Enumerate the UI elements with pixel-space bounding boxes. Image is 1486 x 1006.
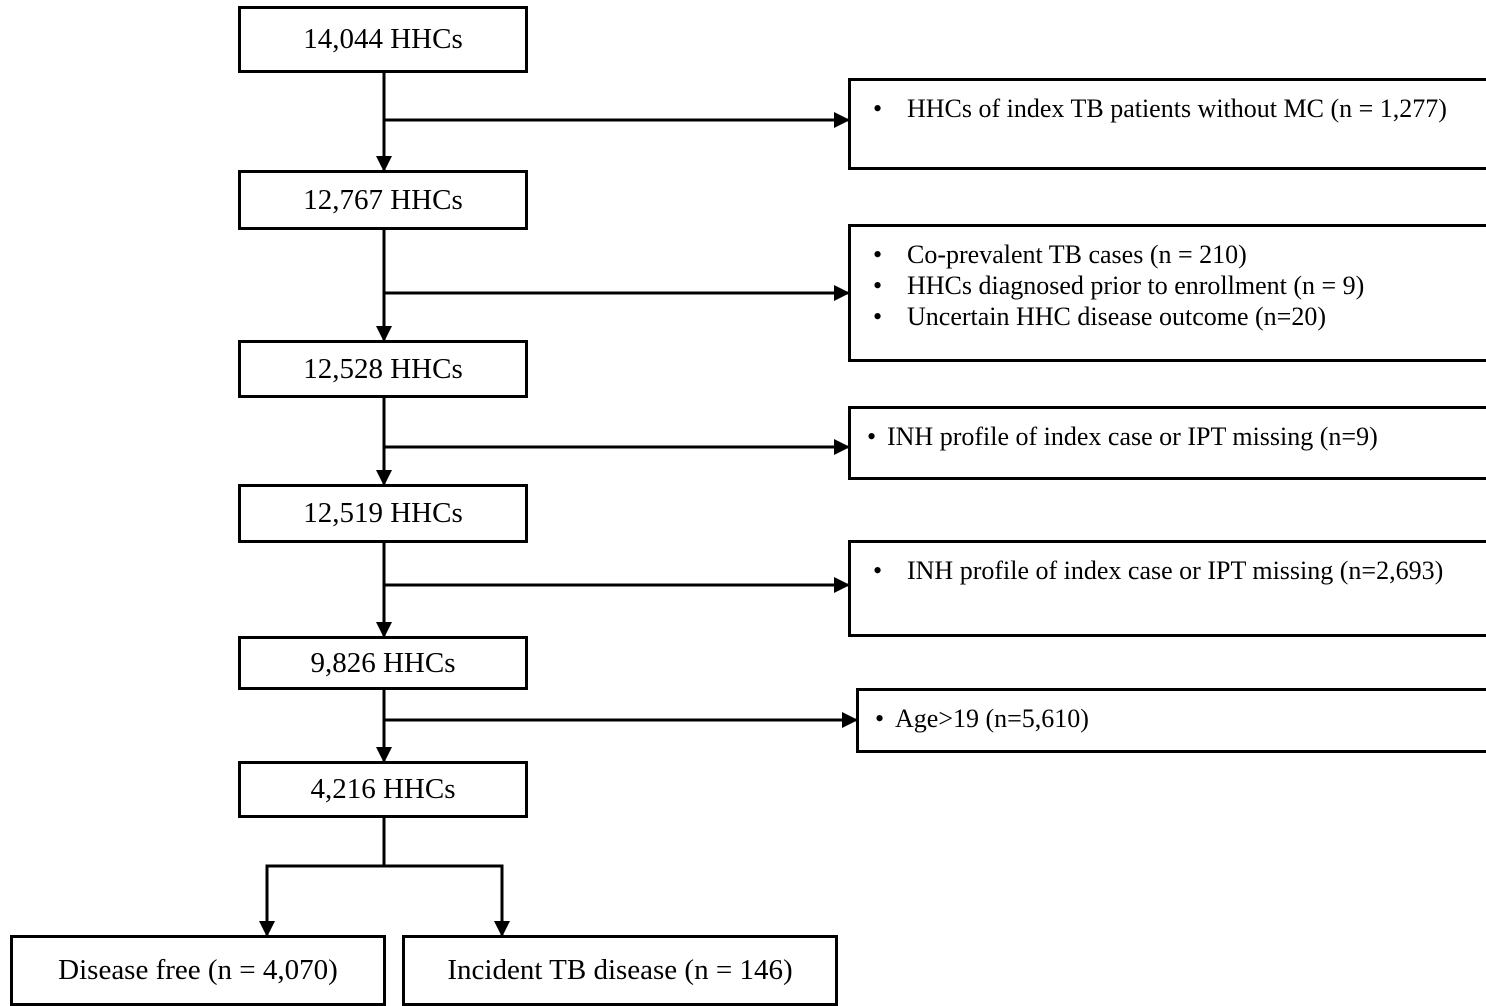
outcome-label: Incident TB disease (n = 146) (447, 954, 793, 986)
outcome-incident-tb: Incident TB disease (n = 146) (402, 935, 838, 1006)
flow-step-label: 14,044 HHCs (303, 23, 463, 55)
flow-step-6: 4,216 HHCs (238, 761, 528, 818)
exclusion-item: INH profile of index case or IPT missing… (871, 555, 1476, 586)
flow-step-3: 12,528 HHCs (238, 340, 528, 398)
flow-step-label: 9,826 HHCs (310, 646, 456, 679)
flow-step-label: 12,519 HHCs (303, 497, 463, 529)
flow-step-1: 14,044 HHCs (238, 6, 528, 73)
flow-step-label: 12,528 HHCs (303, 352, 463, 385)
exclusion-item: Uncertain HHC disease outcome (n=20) (871, 301, 1476, 332)
exclusion-item: INH profile of index case or IPT missing… (865, 421, 1476, 452)
exclusion-box-3: INH profile of index case or IPT missing… (848, 406, 1486, 480)
flow-step-label: 4,216 HHCs (310, 773, 456, 805)
exclusion-item: Co-prevalent TB cases (n = 210) (871, 239, 1476, 270)
outcome-disease-free: Disease free (n = 4,070) (10, 935, 386, 1006)
flow-step-5: 9,826 HHCs (238, 636, 528, 690)
flow-step-label: 12,767 HHCs (303, 183, 463, 216)
exclusion-item: HHCs of index TB patients without MC (n … (871, 93, 1476, 124)
exclusion-item: Age>19 (n=5,610) (873, 703, 1476, 734)
exclusion-item: HHCs diagnosed prior to enrollment (n = … (871, 270, 1476, 301)
outcome-label: Disease free (n = 4,070) (58, 954, 338, 986)
flow-step-2: 12,767 HHCs (238, 170, 528, 230)
exclusion-box-1: HHCs of index TB patients without MC (n … (848, 78, 1486, 170)
exclusion-box-2: Co-prevalent TB cases (n = 210) HHCs dia… (848, 224, 1486, 362)
exclusion-box-5: Age>19 (n=5,610) (856, 688, 1486, 753)
split-line-right (384, 864, 510, 937)
split-line (259, 818, 386, 937)
flow-step-4: 12,519 HHCs (238, 484, 528, 543)
exclusion-box-4: INH profile of index case or IPT missing… (848, 540, 1486, 637)
